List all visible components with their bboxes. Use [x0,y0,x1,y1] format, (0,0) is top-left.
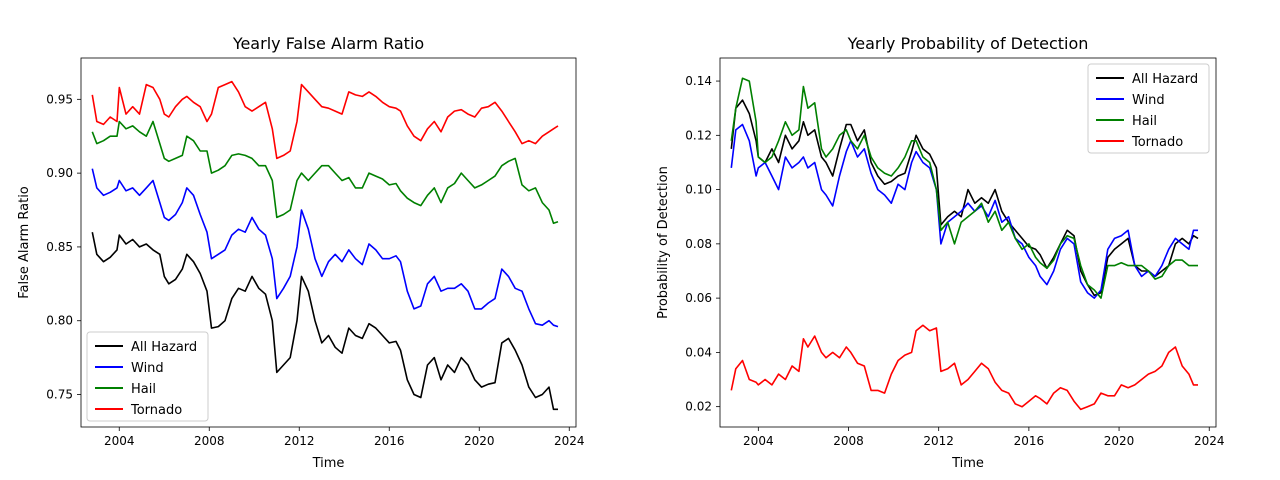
legend-box [86,331,209,422]
x-tick-label: 2016 [374,434,405,448]
y-tick-label: 0.95 [46,92,73,106]
legend-entry: Tornado [1131,135,1183,150]
series-line-wind [91,168,559,328]
legend-entry: All Hazard [131,340,197,355]
x-axis-label: Time [951,456,984,471]
y-axis-label: Probability of Detection [656,166,671,319]
plot-frame [719,57,1217,428]
x-tick-label: 2012 [284,434,315,448]
y-tick-label: 0.04 [685,345,712,359]
chart-title: Yearly Probability of Detection [847,34,1089,53]
x-tick-label: 2024 [1194,434,1225,448]
legend-entry: Tornado [130,403,182,418]
x-axis-label: Time [312,456,345,471]
legend-entry: Wind [1132,93,1165,108]
y-tick-label: 0.75 [46,388,73,402]
legend-entry: Wind [131,361,164,376]
legend-entry: All Hazard [1132,72,1198,87]
legend: All Hazard Wind Hail Tornado [86,331,209,422]
y-tick-label: 0.14 [685,74,712,88]
y-tick-label: 0.06 [685,291,712,305]
series-line-all-hazard [91,232,558,411]
series-line-tornado [730,324,1198,411]
x-tick-label: 2016 [1014,434,1045,448]
y-tick-label: 0.10 [685,183,712,197]
pod-chart: 2004 2008 2012 2016 2020 2024 0.02 0.04 0.06 0.08… [656,34,1225,471]
plot-frame [80,57,577,428]
legend: All Hazard Wind Hail Tornado [1087,63,1210,154]
far-chart: 2004 2008 2012 2016 2020 2024 0.75 0.80 0.85 0.90… [17,34,585,471]
legend-entry: Hail [1132,114,1157,129]
y-tick-label: 0.08 [685,237,712,251]
legend-entry: Hail [131,382,156,397]
x-tick-label: 2008 [833,434,864,448]
legend-box [1087,63,1210,154]
x-tick-label: 2004 [104,434,135,448]
x-tick-label: 2012 [923,434,954,448]
x-tick-label: 2020 [464,434,495,448]
y-tick-label: 0.12 [685,128,712,142]
series-line-wind [730,123,1198,299]
y-tick-label: 0.90 [46,166,73,180]
x-tick-label: 2004 [743,434,774,448]
series-line-hail [91,120,559,225]
y-axis-label: False Alarm Ratio [17,186,32,299]
y-tick-label: 0.80 [46,314,73,328]
y-tick-label: 0.85 [46,240,73,254]
y-tick-label: 0.02 [685,400,712,414]
series-line-hail [730,77,1198,299]
x-tick-label: 2008 [194,434,225,448]
series-line-tornado [91,80,559,160]
chart-title: Yearly False Alarm Ratio [232,34,424,53]
x-tick-label: 2020 [1104,434,1135,448]
x-tick-label: 2024 [554,434,585,448]
